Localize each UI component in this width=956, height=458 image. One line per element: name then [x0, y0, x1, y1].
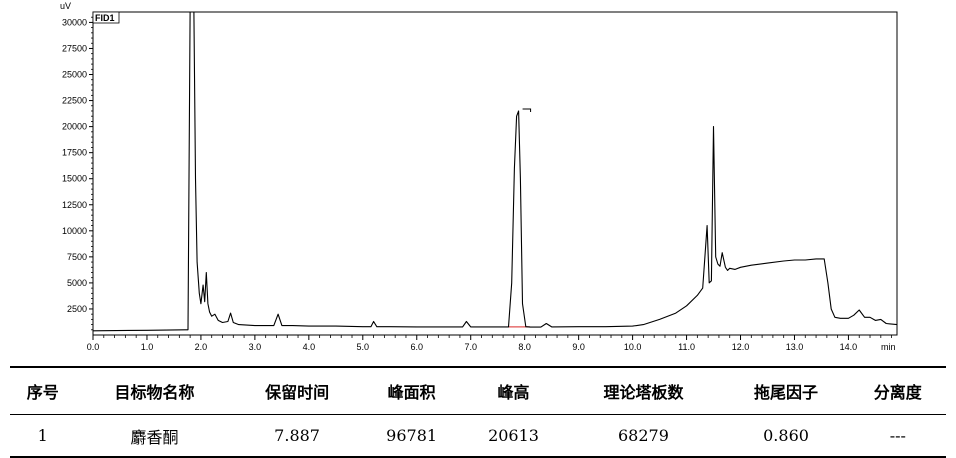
plot-frame: [92, 11, 898, 336]
header-theoretical-plates: 理论塔板数: [564, 366, 723, 415]
header-peak-area: 峰面积: [360, 366, 463, 415]
cell-peak-area: 96781: [360, 414, 463, 458]
x-tick-label: 9.0: [572, 342, 585, 352]
cell-peak-height: 20613: [462, 414, 565, 458]
y-tick-label: 12500: [62, 200, 87, 210]
y-axis: 2500 5000 7500 10000 12500 15000 17500 20000 225…: [62, 16, 93, 331]
y-tick-label: 5000: [67, 278, 87, 288]
chromatogram-chart: uV min FID1 2500 5000 7500 10000 12500 15000 1…: [60, 1, 898, 352]
x-tick-label: 13.0: [786, 342, 804, 352]
y-tick-label: 10000: [62, 226, 87, 236]
y-tick-label: 7500: [67, 252, 87, 262]
x-tick-label: 12.0: [732, 342, 750, 352]
series-layer: [92, 11, 898, 332]
header-peak-height: 峰高: [462, 366, 565, 415]
header-index: 序号: [10, 366, 76, 415]
cell-tailing-factor: 0.860: [722, 414, 850, 458]
x-axis: 0.0 1.0 2.0 3.0 4.0 5.0 6.0 7.0 8.0 9.0 10.0 11.0 12…: [87, 335, 893, 352]
header-resolution: 分离度: [849, 366, 946, 415]
cell-target-name: 麝香酮: [75, 414, 234, 458]
x-tick-label: 14.0: [840, 342, 858, 352]
x-tick-label: 4.0: [303, 342, 316, 352]
x-tick-label: 6.0: [411, 342, 424, 352]
chromatogram-series-line: [92, 11, 898, 332]
y-tick-label: 27500: [62, 43, 87, 53]
y-unit-label: uV: [60, 1, 71, 11]
x-unit-label: min: [881, 342, 896, 352]
x-tick-label: 11.0: [678, 342, 695, 352]
y-tick-label: 20000: [62, 122, 87, 132]
y-tick-label: 15000: [62, 174, 87, 184]
peak-marker: [522, 108, 532, 112]
x-tick-label: 10.0: [624, 342, 642, 352]
cell-index: 1: [10, 414, 76, 458]
x-tick-label: 0.0: [87, 342, 100, 352]
legend-box: FID1: [92, 11, 120, 24]
cell-theoretical-plates: 68279: [564, 414, 723, 458]
x-tick-label: 5.0: [357, 342, 370, 352]
y-tick-label: 17500: [62, 148, 87, 158]
table-row: 1 麝香酮 7.887 96781 20613 68279 0.860 ---: [10, 414, 946, 458]
results-table: 序号 目标物名称 保留时间 峰面积 峰高 理论塔板数 拖尾因子 分离度 1 麝香…: [10, 366, 946, 458]
table-header-row: 序号 目标物名称 保留时间 峰面积 峰高 理论塔板数 拖尾因子 分离度: [10, 366, 946, 415]
y-tick-label: 22500: [62, 96, 87, 106]
x-tick-label: 1.0: [141, 342, 154, 352]
x-tick-label: 3.0: [249, 342, 262, 352]
x-tick-label: 7.0: [464, 342, 477, 352]
cell-retention-time: 7.887: [233, 414, 361, 458]
x-tick-label: 2.0: [195, 342, 208, 352]
y-tick-label: 25000: [62, 70, 87, 80]
y-tick-label: 30000: [62, 17, 87, 27]
header-retention-time: 保留时间: [233, 366, 361, 415]
legend-label: FID1: [95, 13, 115, 23]
y-tick-label: 2500: [67, 304, 87, 314]
header-tailing-factor: 拖尾因子: [722, 366, 850, 415]
header-target-name: 目标物名称: [75, 366, 234, 415]
x-tick-label: 8.0: [518, 342, 531, 352]
cell-resolution: ---: [849, 414, 946, 458]
